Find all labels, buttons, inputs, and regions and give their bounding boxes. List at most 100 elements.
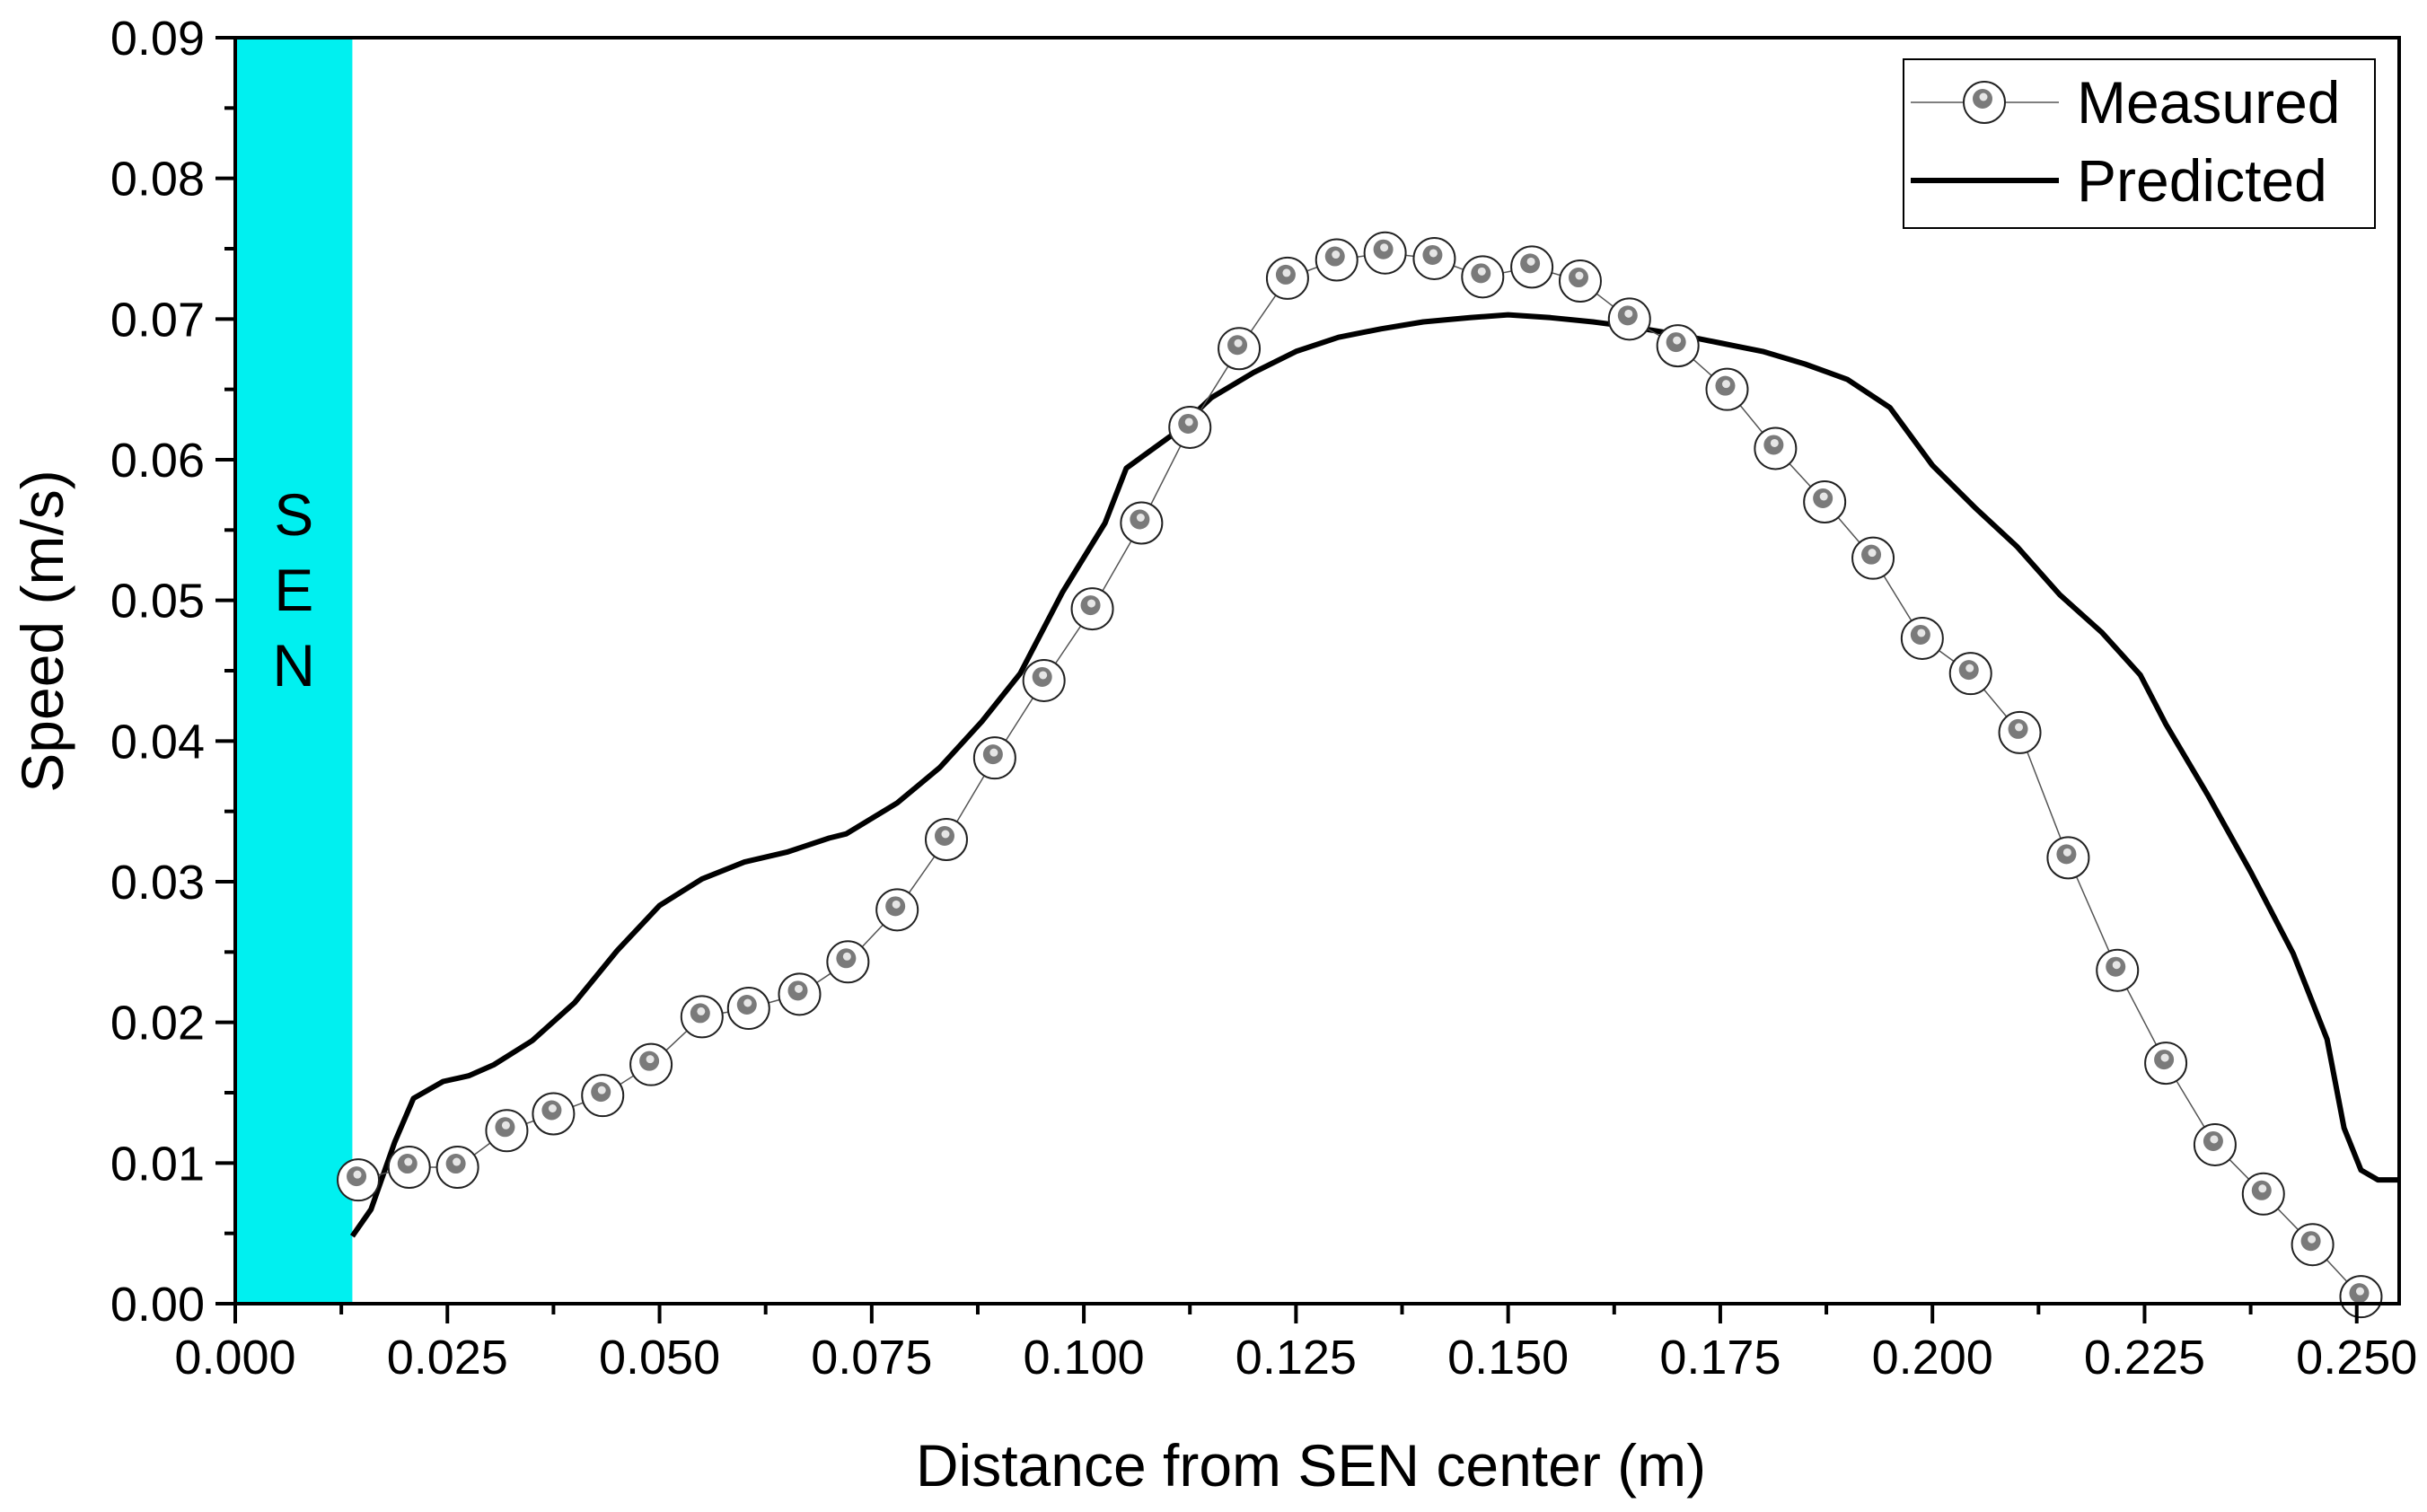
marker-highlight: [1429, 249, 1438, 258]
measured-point: [485, 1109, 529, 1153]
marker-highlight: [1868, 549, 1877, 558]
x-tick-label: 0.075: [811, 1331, 932, 1385]
marker-highlight: [2308, 1235, 2317, 1244]
predicted-line: [349, 312, 2399, 1238]
marker-highlight: [1624, 309, 1633, 318]
x-tick-label: 0.175: [1659, 1331, 1781, 1385]
marker-highlight: [743, 998, 752, 1007]
measured-point: [1948, 652, 1992, 696]
legend-measured-marker: [1963, 81, 2006, 124]
x-tick-label: 0.000: [174, 1331, 295, 1385]
measured-point: [2193, 1122, 2237, 1166]
marker-highlight: [597, 1086, 606, 1094]
measured-point: [532, 1092, 576, 1136]
marker-highlight: [353, 1170, 362, 1179]
marker-highlight: [1526, 257, 1535, 266]
legend-marker-symbol: [1963, 81, 2006, 124]
measured-point: [875, 888, 919, 932]
measured-point: [1510, 245, 1554, 289]
x-tick-label: 0.250: [2296, 1331, 2417, 1385]
measured-point: [1461, 255, 1505, 299]
measured-point: [1363, 231, 1407, 275]
measured-point: [1022, 658, 1066, 702]
marker-highlight: [646, 1055, 655, 1064]
marker-highlight: [892, 900, 901, 909]
measured-point: [581, 1074, 625, 1118]
x-tick-label: 0.125: [1235, 1331, 1357, 1385]
marker-highlight: [1477, 267, 1486, 276]
marker-highlight: [1234, 338, 1243, 347]
measured-point: [2046, 836, 2090, 880]
measured-point: [1265, 256, 1309, 300]
y-tick-label: 0.03: [110, 856, 205, 910]
y-tick-label: 0.04: [110, 715, 205, 769]
marker-highlight: [2015, 723, 2024, 732]
y-tick-label: 0.02: [110, 997, 205, 1050]
x-tick-label: 0.150: [1447, 1331, 1569, 1385]
measured-point: [1218, 327, 1262, 371]
measured-point: [1070, 587, 1114, 631]
marker-highlight: [1917, 629, 1926, 637]
measured-point: [629, 1042, 673, 1086]
measured-point: [1168, 405, 1212, 449]
marker-highlight: [1721, 380, 1730, 389]
sen-region: [235, 38, 353, 1304]
measured-point: [1754, 426, 1798, 470]
marker-highlight: [1380, 243, 1389, 252]
legend-predicted-label: Predicted: [2077, 147, 2327, 214]
y-tick-label: 0.06: [110, 434, 205, 488]
x-tick-label: 0.050: [599, 1331, 720, 1385]
measured-point: [1315, 238, 1359, 282]
measured-series: [337, 231, 2383, 1319]
y-tick-label: 0.00: [110, 1278, 205, 1332]
measured-point: [826, 940, 870, 984]
y-tick-label: 0.01: [110, 1137, 205, 1191]
measured-point: [778, 972, 822, 1016]
marker-highlight: [842, 952, 851, 961]
measured-point: [2291, 1223, 2335, 1267]
measured-point: [2096, 948, 2140, 992]
marker-highlight: [2160, 1053, 2169, 1062]
marker-highlight: [1039, 671, 1048, 680]
measured-point: [1851, 536, 1895, 580]
marker-highlight: [501, 1121, 510, 1130]
sen-region-label: SEN: [272, 481, 315, 699]
marker-highlight: [1673, 336, 1682, 345]
legend-measured-label: Measured: [2077, 69, 2341, 136]
x-tick-label: 0.025: [387, 1331, 508, 1385]
marker-highlight: [2062, 848, 2071, 857]
measured-point: [387, 1146, 431, 1190]
sen-letter: E: [274, 557, 313, 623]
measured-point: [1803, 480, 1847, 523]
marker-highlight: [453, 1157, 462, 1166]
y-axis: 0.00 0.01 0.02 0.03 0.04 0.05 0.06 0.07 0.08 0.09: [110, 12, 235, 1332]
marker-highlight: [989, 748, 998, 757]
y-tick-label: 0.08: [110, 153, 205, 207]
marker-highlight: [2258, 1184, 2267, 1193]
marker-highlight: [941, 830, 950, 839]
measured-point: [337, 1158, 381, 1202]
marker-highlight: [1819, 492, 1828, 501]
measured-point: [1558, 259, 1602, 303]
measured-point: [2339, 1275, 2383, 1319]
x-tick-label: 0.200: [1872, 1331, 1993, 1385]
x-tick-label: 0.225: [2084, 1331, 2205, 1385]
measured-point: [1900, 616, 1944, 660]
marker-highlight: [794, 984, 803, 993]
marker-highlight: [1575, 271, 1584, 280]
measured-point: [2241, 1172, 2285, 1216]
x-axis: 0.000 0.025 0.050 0.075 0.100 0.125 0.150 0.175…: [174, 1304, 2417, 1385]
measured-point: [435, 1146, 479, 1190]
measured-point: [1412, 236, 1456, 280]
measured-point: [1120, 501, 1164, 545]
measured-point: [2144, 1042, 2188, 1086]
legend: Measured Predicted: [1903, 58, 2376, 229]
x-axis-title: Distance from SEN center (m): [916, 1432, 1706, 1499]
marker-highlight: [2210, 1135, 2219, 1144]
marker-highlight: [1087, 599, 1096, 608]
predicted-series: [349, 312, 2399, 1238]
measured-point: [972, 736, 1016, 780]
y-tick-label: 0.07: [110, 293, 205, 347]
measured-point: [726, 987, 770, 1030]
